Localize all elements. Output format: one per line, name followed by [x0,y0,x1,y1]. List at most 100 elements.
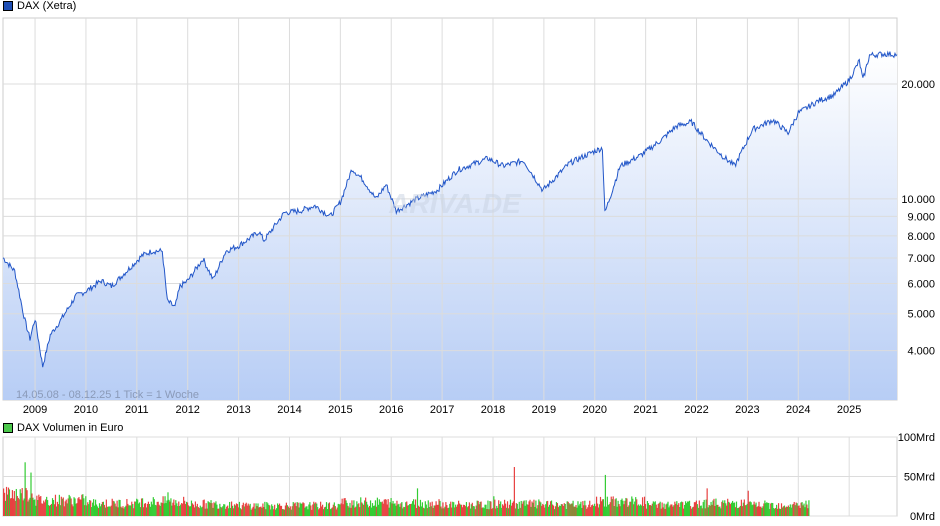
volume-bar [506,501,509,516]
volume-bar [53,504,56,516]
volume-bar [377,504,379,516]
volume-bar [365,497,367,516]
volume-bar [396,500,398,516]
volume-bar [91,507,93,516]
volume-bar [541,505,543,516]
volume-bar [312,504,314,516]
volume-bar [289,506,291,516]
volume-bar [468,502,470,516]
volume-bar [458,500,460,516]
volume-bar [152,497,154,516]
volume-bar [745,505,747,516]
volume-bar [618,504,620,516]
volume-bar [225,508,227,516]
volume-bar [529,499,531,516]
volume-bar [345,500,347,516]
volume-bar [695,500,697,516]
volume-bar [588,504,590,516]
volume-bar [386,504,388,516]
volume-bar [311,509,313,516]
volume-bar [135,501,137,516]
volume-bar [67,498,69,516]
y-tick-label: 7.000 [907,253,935,265]
volume-bar [568,503,570,516]
volume-bar [383,499,385,516]
volume-bar [807,508,809,516]
volume-bar [90,500,92,516]
volume-bar [105,499,107,516]
volume-bar [178,501,180,516]
volume-bar [697,507,699,516]
volume-bar [49,504,52,516]
volume-bar [148,503,150,516]
volume-bar [291,506,293,516]
volume-bar [287,506,289,516]
volume-bar [616,506,618,516]
volume-bar [316,503,318,516]
volume-bar [73,497,75,516]
volume-bar [276,508,278,516]
volume-bar [175,500,177,516]
volume-bar [734,507,737,516]
volume-bar [563,503,565,516]
volume-bar [364,500,366,516]
volume-bar [26,490,28,516]
volume-bar [374,500,377,516]
volume-bar [137,499,139,516]
volume-bar [692,506,695,516]
volume-bar [764,500,766,516]
volume-bar [646,501,649,516]
volume-bar [728,501,730,516]
volume-bar [630,501,632,516]
volume-bar [549,504,551,516]
volume-bar [776,504,778,516]
volume-bar [679,507,681,516]
volume-bar [674,501,676,516]
volume-bar [609,502,611,516]
volume-bar [412,501,414,516]
volume-bar [199,505,201,516]
volume-bar [218,508,220,516]
volume-bar [660,508,662,516]
volume-bar [803,503,805,516]
volume-bar [269,505,271,516]
volume-bar [795,502,797,516]
volume-bar [191,503,194,516]
volume-bar [759,506,761,516]
volume-bar [284,505,287,516]
volume-bar [362,503,364,516]
x-tick-label: 2012 [175,404,199,416]
volume-bar [539,501,541,516]
volume-bar [488,509,490,516]
volume-bar [575,505,577,516]
volume-bar [751,505,753,516]
volume-bar [601,499,604,516]
volume-bar [782,506,785,516]
volume-bar [34,499,36,516]
volume-bar [56,501,59,516]
volume-bar [542,503,544,516]
volume-bar [667,501,669,516]
volume-bar [577,501,579,516]
volume-bar [263,507,265,516]
volume-bar [686,501,689,516]
x-tick-label: 2010 [74,404,98,416]
volume-bar [721,501,723,516]
volume-bar [19,489,21,516]
volume-bar [125,505,127,516]
volume-bar [94,505,96,516]
volume-bar [688,500,691,516]
volume-bar [292,502,294,516]
volume-bar [76,503,78,516]
x-tick-label: 2015 [328,404,352,416]
volume-bar [87,502,89,516]
volume-bar [382,503,384,516]
volume-bar [405,502,407,516]
volume-bar [559,505,561,516]
volume-bar [564,503,566,516]
volume-bar [658,503,660,516]
volume-bar [298,507,300,516]
volume-bar [329,509,332,516]
volume-bar [389,502,391,516]
volume-bar [424,501,426,516]
